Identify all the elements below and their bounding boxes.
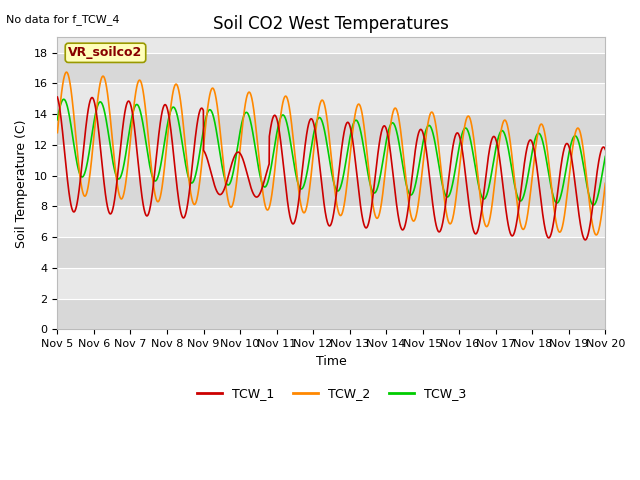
TCW_1 — [116, 151, 124, 156]
Y-axis label: Soil Temperature (C): Soil Temperature (C) — [15, 119, 28, 248]
TCW_1 — [581, 237, 589, 243]
TCW_1 — [591, 188, 598, 193]
TCW_3 — [602, 154, 609, 159]
TCW_1 — [264, 167, 271, 172]
TCW_2 — [148, 176, 156, 181]
TCW_2 — [116, 194, 124, 200]
Title: Soil CO2 West Temperatures: Soil CO2 West Temperatures — [213, 15, 449, 33]
TCW_3 — [287, 145, 295, 151]
TCW_3 — [54, 117, 61, 123]
TCW_3 — [591, 201, 599, 207]
Bar — [58, 114, 605, 145]
Bar — [58, 84, 605, 114]
Bar — [58, 237, 605, 268]
Bar — [58, 206, 605, 237]
Bar — [58, 176, 605, 206]
TCW_3 — [264, 180, 271, 185]
Bar — [58, 237, 605, 268]
TCW_1 — [287, 218, 295, 224]
TCW_2 — [602, 180, 609, 186]
TCW_2 — [264, 207, 271, 213]
TCW_2 — [54, 130, 61, 135]
Bar — [58, 84, 605, 114]
Legend: TCW_1, TCW_2, TCW_3: TCW_1, TCW_2, TCW_3 — [192, 382, 471, 405]
Bar — [58, 145, 605, 176]
TCW_2 — [287, 120, 295, 125]
TCW_1 — [54, 94, 61, 100]
Bar — [58, 22, 605, 53]
Line: TCW_1: TCW_1 — [58, 97, 605, 240]
Bar — [58, 268, 605, 299]
Bar — [58, 114, 605, 145]
TCW_3 — [589, 202, 597, 208]
TCW_2 — [63, 69, 70, 75]
Bar — [58, 206, 605, 237]
Bar — [58, 53, 605, 84]
Bar — [58, 176, 605, 206]
Bar — [58, 145, 605, 176]
Bar — [58, 299, 605, 329]
Bar — [58, 299, 605, 329]
Line: TCW_2: TCW_2 — [58, 72, 605, 235]
Line: TCW_3: TCW_3 — [58, 99, 605, 205]
TCW_2 — [593, 232, 600, 238]
TCW_3 — [116, 175, 124, 181]
TCW_1 — [602, 147, 609, 153]
Bar — [58, 268, 605, 299]
TCW_2 — [532, 144, 540, 150]
TCW_3 — [532, 134, 540, 140]
Text: VR_soilco2: VR_soilco2 — [68, 46, 143, 60]
Bar — [58, 22, 605, 53]
X-axis label: Time: Time — [316, 355, 347, 368]
TCW_2 — [591, 230, 598, 236]
TCW_1 — [532, 155, 540, 161]
TCW_1 — [148, 190, 156, 195]
Bar — [58, 53, 605, 84]
TCW_3 — [148, 175, 156, 180]
TCW_3 — [60, 96, 68, 102]
Text: No data for f_TCW_4: No data for f_TCW_4 — [6, 14, 120, 25]
